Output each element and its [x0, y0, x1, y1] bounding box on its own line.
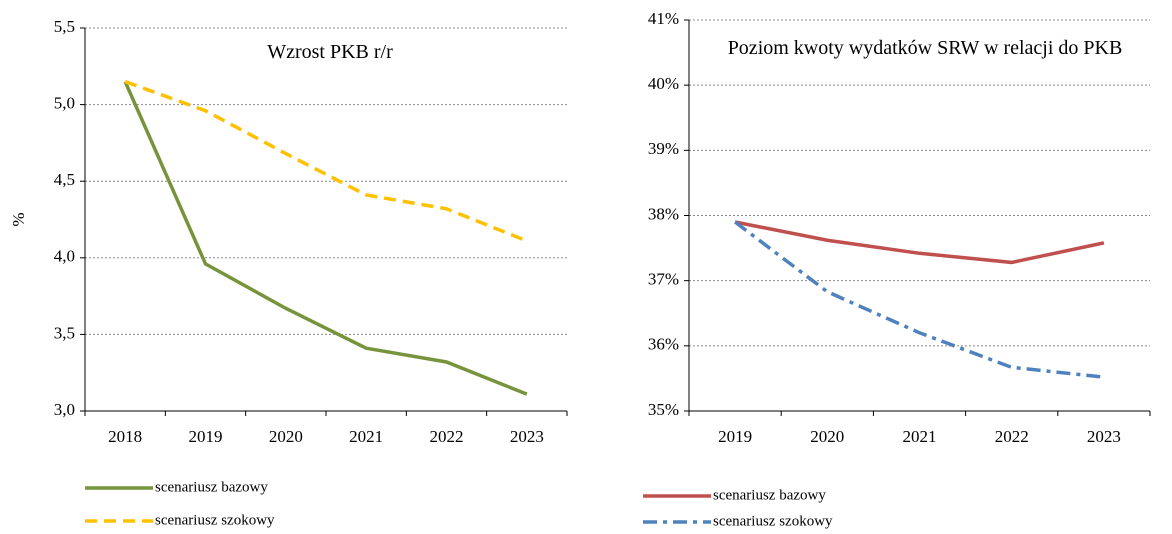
x-tick-label: 2021: [903, 427, 937, 446]
chart-title: Wzrost PKB r/r: [267, 41, 393, 63]
legend-label: scenariusz bazowy: [713, 487, 826, 503]
legend-label: scenariusz bazowy: [155, 479, 268, 495]
y-tick-label: 39%: [648, 139, 679, 158]
y-axis-label: %: [9, 212, 28, 226]
x-tick-label: 2019: [189, 427, 223, 446]
y-tick-label: 35%: [648, 400, 679, 419]
y-tick-label: 5,0: [54, 94, 75, 113]
x-tick-label: 2018: [108, 427, 142, 446]
y-tick-label: 3,5: [54, 323, 75, 342]
series-line: [123, 80, 528, 396]
chart-title: Poziom kwoty wydatków SRW w relacji do P…: [727, 37, 1123, 59]
series-line: [734, 220, 1105, 379]
x-tick-label: 2020: [810, 427, 844, 446]
x-tick-label: 2023: [510, 427, 544, 446]
legend-label: scenariusz szokowy: [155, 512, 275, 528]
y-tick-label: 3,0: [54, 400, 75, 419]
x-tick-label: 2022: [430, 427, 464, 446]
x-tick-label: 2022: [995, 427, 1029, 446]
y-tick-label: 4,0: [54, 247, 75, 266]
y-tick-label: 5,5: [54, 17, 75, 36]
x-tick-label: 2019: [718, 427, 752, 446]
legend-label: scenariusz szokowy: [713, 513, 833, 529]
x-tick-label: 2020: [269, 427, 303, 446]
y-tick-label: 36%: [648, 335, 679, 354]
series-line: [734, 220, 1105, 265]
y-tick-label: 37%: [648, 270, 679, 289]
y-tick-label: 4,5: [54, 170, 75, 189]
y-tick-label: 38%: [648, 204, 679, 223]
series-line: [124, 79, 528, 243]
x-tick-label: 2021: [349, 427, 383, 446]
x-tick-label: 2023: [1087, 427, 1121, 446]
y-tick-label: 41%: [648, 9, 679, 28]
y-tick-label: 40%: [648, 74, 679, 93]
